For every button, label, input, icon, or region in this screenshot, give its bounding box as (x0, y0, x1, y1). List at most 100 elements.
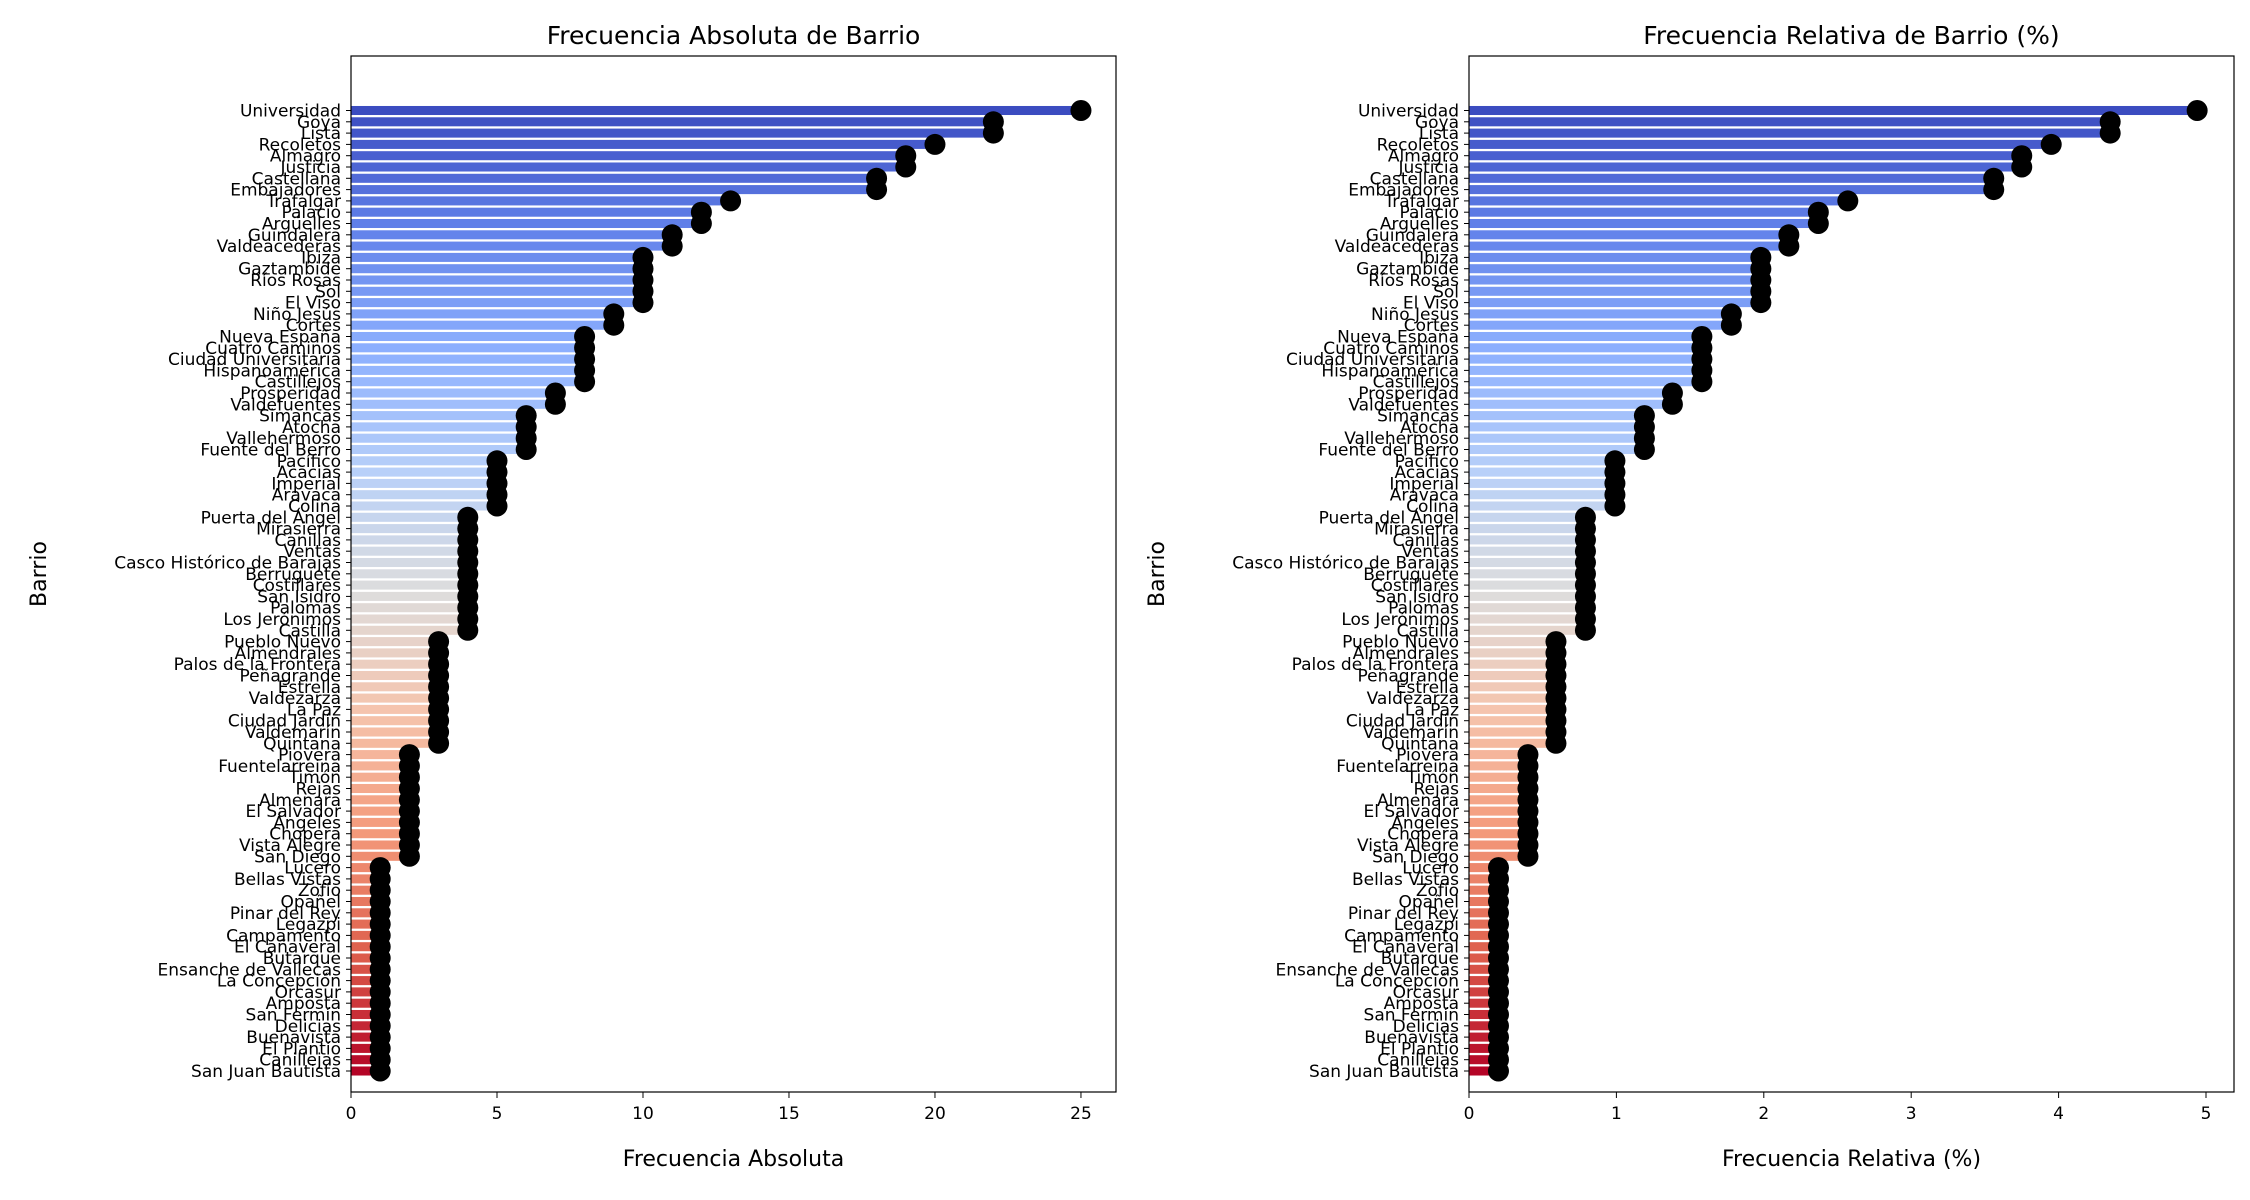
y-tick-label: Valdefuentes (230, 395, 341, 415)
y-tick-label: Gaztambide (238, 260, 341, 280)
point-justicia (895, 156, 917, 178)
bar-canillas (351, 535, 468, 545)
bar-delicias (1469, 1021, 1499, 1031)
bar-angeles (1469, 817, 1528, 827)
bar-el-viso (1469, 298, 1761, 308)
x-tick-label: 4 (2053, 1104, 2064, 1124)
chart-title: Frecuencia Absoluta de Barrio (547, 21, 921, 50)
bar-la-concepcion (351, 976, 381, 986)
y-tick-label: Fuente del Berro (1318, 441, 1459, 461)
y-tick-label: El Plantío (1380, 1039, 1459, 1059)
y-tick-label: La Paz (1405, 700, 1459, 720)
bar-opanel (1469, 896, 1499, 907)
x-tick-label: 2 (1758, 1104, 1769, 1124)
bar-la-paz (1469, 704, 1556, 714)
bar-recoletos (1469, 139, 2052, 149)
bar-penagrande (1469, 670, 1556, 681)
y-tick-label: Timón (1406, 768, 1459, 788)
bar-goya (351, 117, 994, 127)
bar-castillejos (1469, 377, 1702, 387)
bar-campamento (351, 930, 381, 940)
bar-almendrales (1469, 648, 1556, 658)
point-valdeacederas (661, 235, 683, 257)
bar-amposta (1469, 998, 1499, 1008)
point-cortes (1720, 314, 1742, 336)
bar-sol (351, 286, 643, 296)
y-tick-label: Campamento (1344, 926, 1459, 946)
y-tick-label: El Viso (285, 294, 341, 314)
point-quintana (428, 732, 450, 754)
y-tick-label: Simancas (1377, 407, 1459, 427)
y-tick-label: Ibiza (301, 248, 341, 268)
bar-castilla (1469, 625, 1586, 635)
y-tick-label: Pinar del Rey (1348, 904, 1459, 924)
bar-valdeacederas (1469, 241, 1789, 251)
y-tick-label: Pueblo Nuevo (1342, 633, 1459, 653)
bar-lucero (1469, 863, 1499, 873)
bar-justicia (351, 162, 906, 172)
bar-cortes (351, 320, 614, 330)
x-tick-label: 1 (1611, 1104, 1622, 1124)
point-lista (2099, 122, 2121, 144)
y-tick-label: Almagro (270, 147, 341, 167)
y-tick-label: Quintana (263, 734, 341, 754)
bar-nino-jesus (351, 309, 614, 319)
y-tick-label: Amposta (266, 994, 341, 1014)
bar-guindalera (351, 230, 673, 240)
y-tick-label: Almendrales (1353, 644, 1460, 664)
bar-almendrales (351, 648, 439, 658)
bar-ciudad-jardin (351, 716, 439, 726)
y-tick-label: Pueblo Nuevo (224, 633, 341, 653)
bar-vallehermoso (1469, 433, 1645, 443)
y-tick-label: Guindalera (248, 226, 341, 246)
bar-ensanche-de-vallecas (351, 964, 381, 974)
y-tick-label: Casco Histórico de Barajas (1232, 554, 1459, 574)
y-tick-label: Colina (288, 497, 341, 517)
y-tick-label: Casco Histórico de Barajas (114, 554, 341, 574)
y-tick-label: Mirasierra (1374, 520, 1459, 540)
y-tick-label: La Concepción (1335, 972, 1459, 992)
y-tick-label: Vallehermoso (1344, 429, 1459, 449)
bar-arguelles (351, 218, 702, 229)
y-tick-label: Los Jerónimos (1341, 610, 1459, 630)
bar-aravaca (351, 490, 497, 500)
bar-zofio (351, 885, 381, 895)
point-trafalgar (1837, 190, 1859, 212)
point-fuente-del-berro (1633, 439, 1655, 460)
y-tick-label: Prosperidad (1358, 384, 1459, 404)
y-tick-label: Opañel (1398, 893, 1459, 913)
bar-chopera (351, 829, 410, 839)
y-tick-label: Legazpi (276, 915, 341, 935)
point-castillejos (1691, 371, 1713, 393)
y-tick-label: Simancas (259, 407, 341, 427)
y-tick-label: Costillares (253, 576, 341, 596)
bar-butarque (1469, 953, 1499, 963)
bar-hispanoamerica (351, 365, 585, 375)
y-tick-label: Canillejas (1377, 1051, 1459, 1071)
x-tick-label: 5 (492, 1104, 503, 1124)
y-tick-label: Fuentelarreina (218, 757, 341, 777)
bar-universidad (351, 105, 1081, 116)
bar-piovera (1469, 750, 1528, 760)
bar-los-jeronimos (1469, 614, 1586, 624)
y-tick-label: San Diego (1372, 847, 1459, 867)
bar-amposta (351, 998, 381, 1008)
bar-embajadores (1469, 185, 1994, 195)
bar-chopera (1469, 829, 1528, 839)
x-tick-label: 25 (1070, 1104, 1092, 1124)
y-tick-label: Embajadores (1348, 181, 1459, 201)
point-universidad (1070, 100, 1092, 121)
point-recoletos (2040, 133, 2062, 155)
point-justicia (2011, 156, 2033, 178)
point-embajadores (1983, 179, 2005, 201)
bar-ibiza (351, 252, 643, 262)
bar-ciudad-universitaria (351, 354, 585, 364)
bar-lista (351, 128, 994, 138)
y-tick-label: Ríos Rosas (250, 271, 341, 291)
bar-atocha (351, 422, 527, 432)
y-tick-label: Palomas (270, 599, 341, 619)
bar-palacio (351, 207, 702, 217)
y-tick-label: Ángeles (273, 811, 341, 833)
bar-prosperidad (351, 388, 556, 398)
